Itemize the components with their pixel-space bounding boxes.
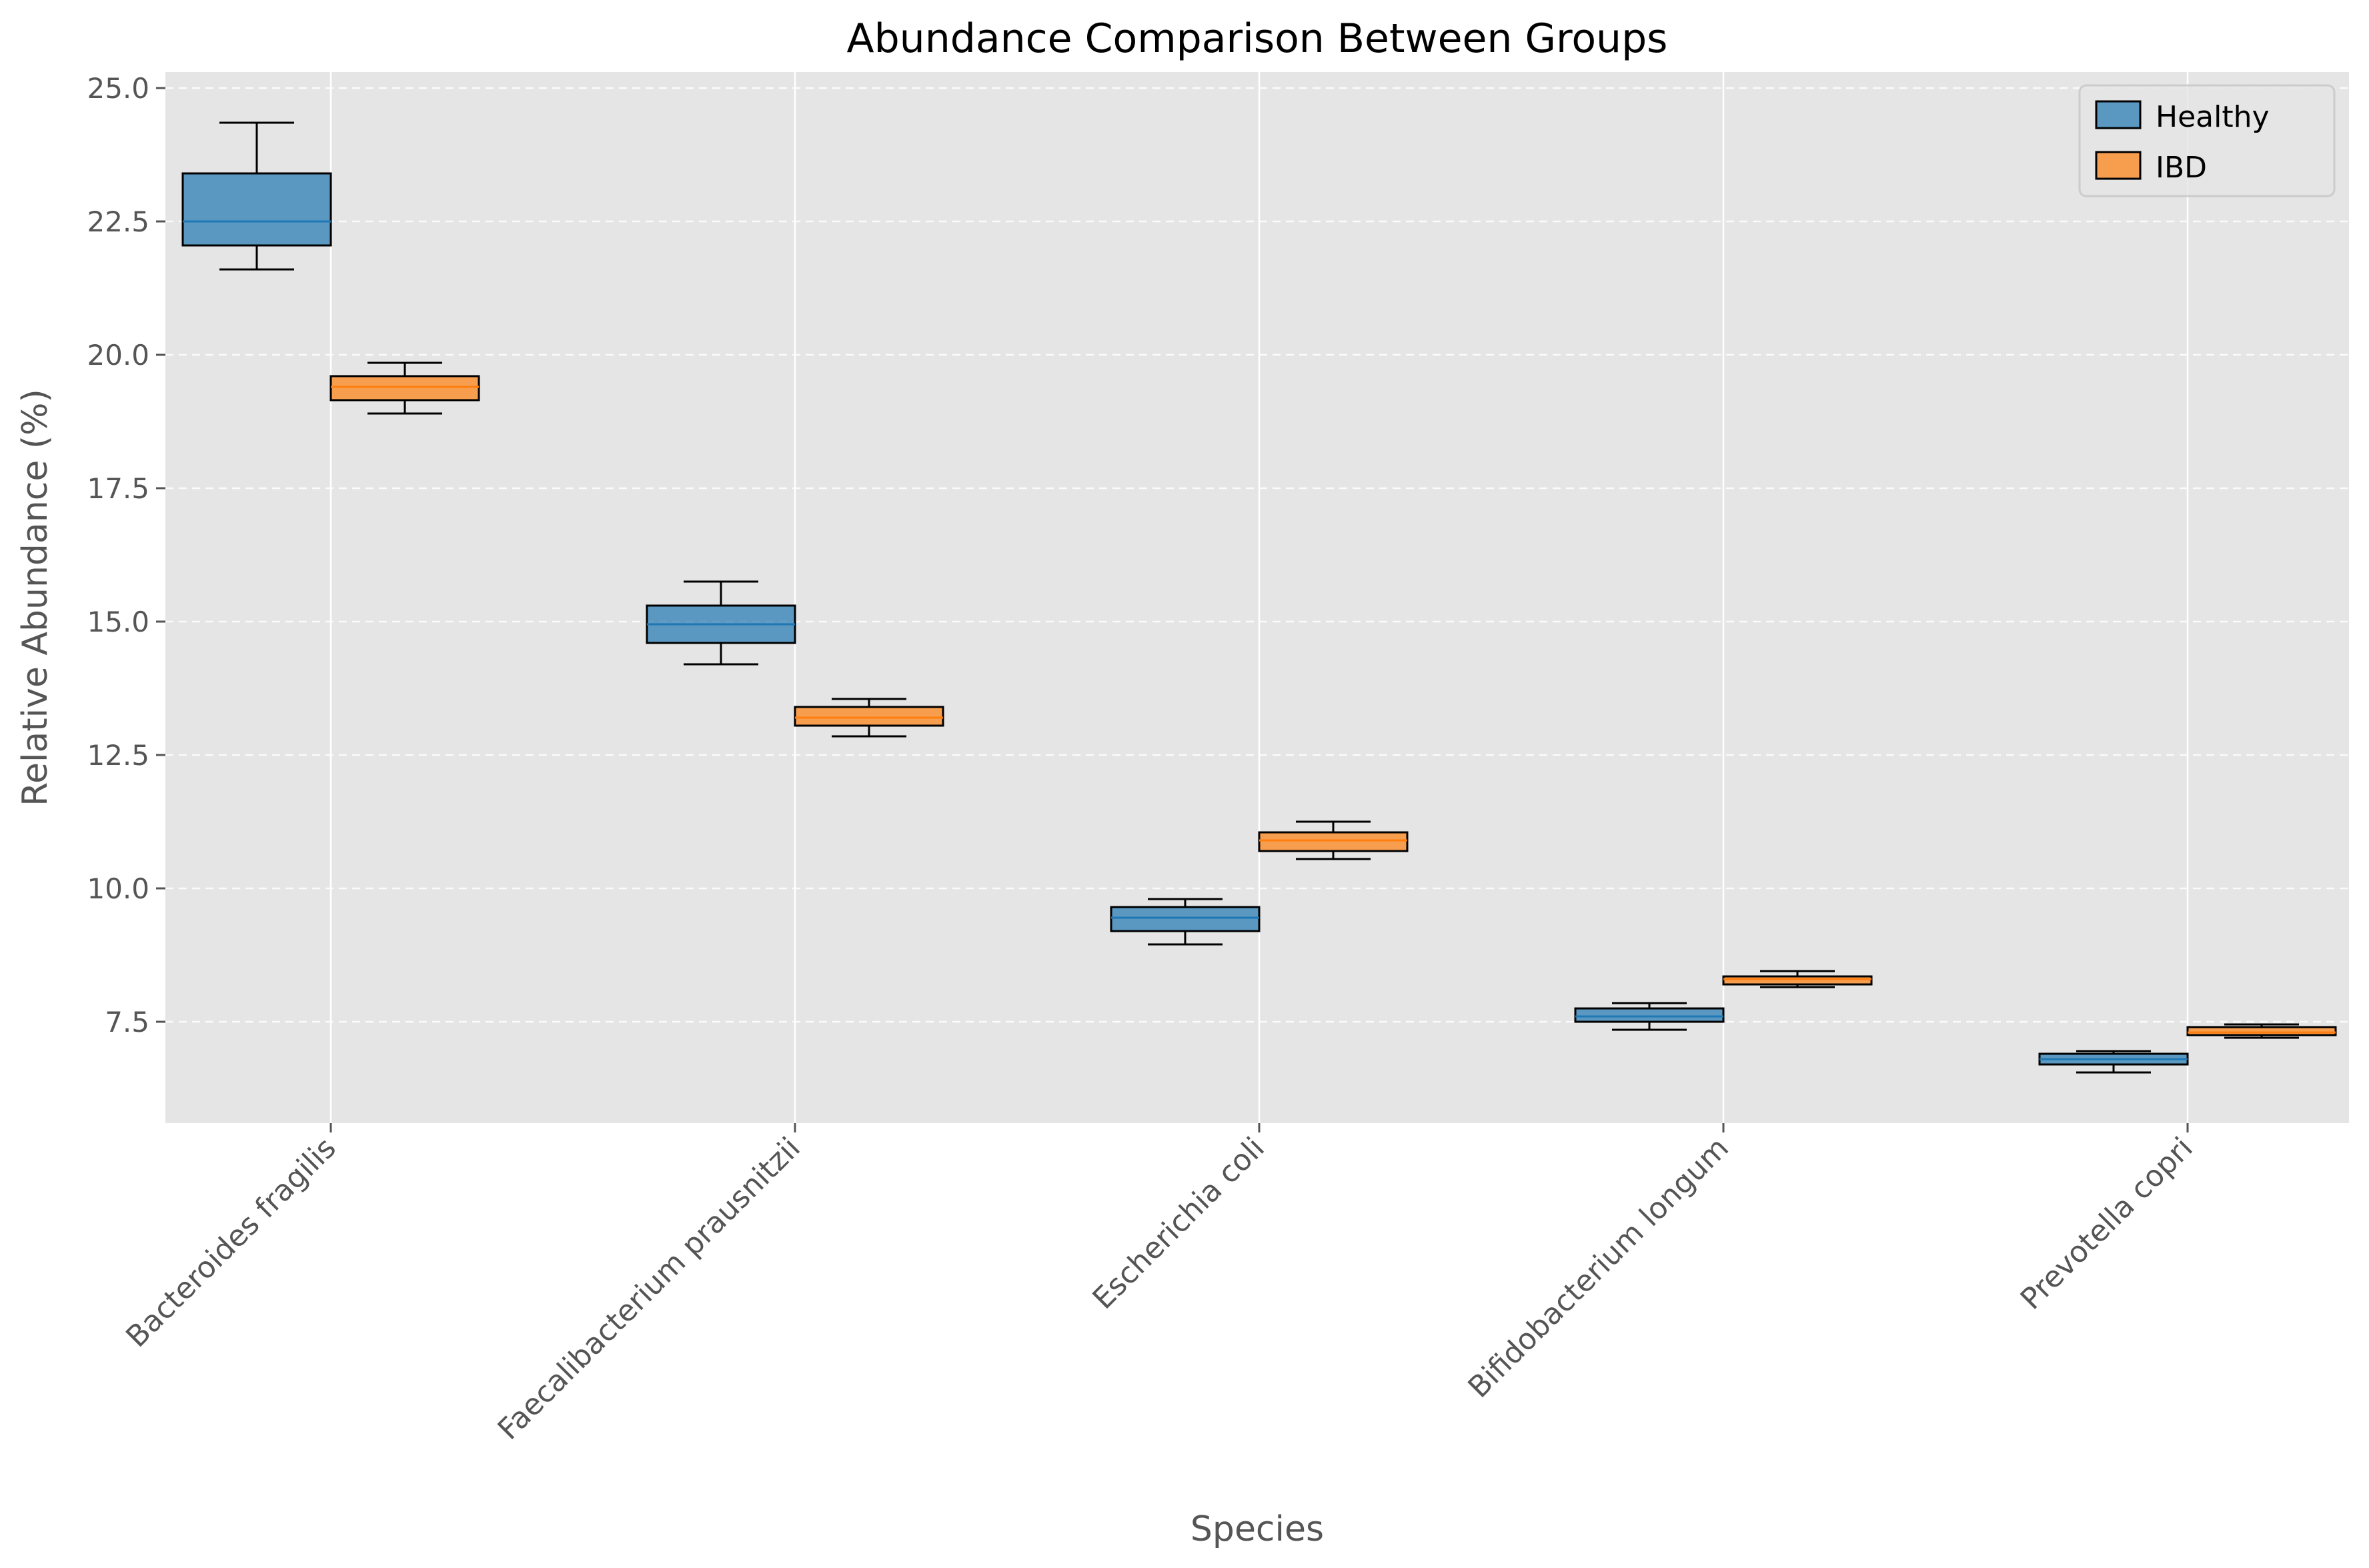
grid	[165, 72, 2349, 1123]
y-axis-label: Relative Abundance (%)	[15, 389, 55, 806]
box-series	[181, 121, 2337, 1074]
plot-area	[165, 72, 2349, 1123]
y-tick-label: 17.5	[87, 472, 149, 505]
box-healthy	[1110, 898, 1261, 946]
box-body	[794, 706, 944, 727]
box-body	[1110, 906, 1261, 932]
box-ibd	[1722, 970, 1873, 988]
box-ibd	[794, 698, 944, 738]
box-body	[329, 375, 480, 402]
y-tick-label: 15.0	[87, 606, 149, 638]
box-ibd	[1258, 820, 1409, 860]
box-ibd	[329, 361, 480, 415]
box-body	[1722, 975, 1873, 986]
y-tick-label: 10.0	[87, 872, 149, 905]
legend-label-healthy: Healthy	[2156, 100, 2270, 134]
box-ibd	[2186, 1023, 2337, 1039]
y-tick-label: 25.0	[87, 72, 149, 105]
box-healthy	[646, 580, 796, 666]
box-body	[181, 172, 332, 247]
y-tick-label: 7.5	[105, 1006, 149, 1038]
chart-title: Abundance Comparison Between Groups	[847, 15, 1668, 62]
legend-label-ibd: IBD	[2156, 151, 2207, 185]
legend-swatch-ibd	[2095, 151, 2142, 180]
box-healthy	[2038, 1050, 2189, 1074]
box-body	[1258, 831, 1409, 852]
box-healthy	[181, 121, 332, 271]
y-tick-label: 12.5	[87, 739, 149, 772]
box-body	[2186, 1026, 2337, 1036]
y-tick-label: 20.0	[87, 339, 149, 371]
box-body	[1574, 1007, 1725, 1023]
legend: Healthy IBD	[2078, 84, 2336, 197]
box-healthy	[1574, 1002, 1725, 1031]
y-tick-label: 22.5	[87, 205, 149, 238]
legend-swatch-healthy	[2095, 100, 2142, 129]
legend-frame	[2078, 84, 2336, 197]
x-axis-label: Species	[1191, 1509, 1324, 1549]
